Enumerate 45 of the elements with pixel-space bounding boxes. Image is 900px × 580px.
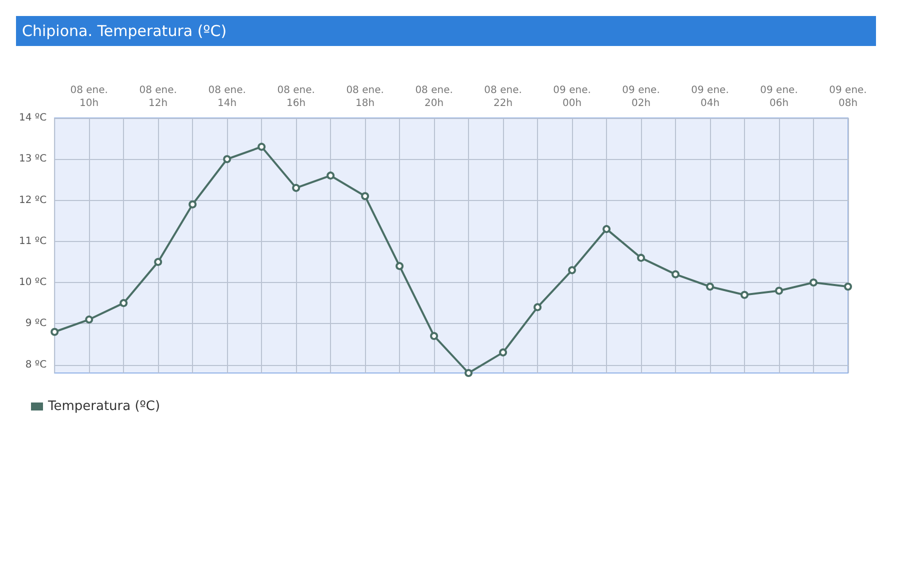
x-tick-label: 09 ene. 08h <box>829 85 867 109</box>
point <box>120 299 128 308</box>
y-tick-label: 8 ºC <box>25 359 47 370</box>
x-tick-label: 08 ene. 10h <box>70 85 108 109</box>
point <box>223 155 232 164</box>
y-tick-label: 14 ºC <box>18 112 47 124</box>
y-tick-label: 9 ºC <box>25 318 47 330</box>
point <box>499 348 508 356</box>
point <box>706 282 714 291</box>
point <box>258 142 266 151</box>
point <box>534 303 542 312</box>
point <box>672 270 680 278</box>
y-tick-label: 12 ºC <box>18 194 47 206</box>
x-tick-label: 08 ene. 18h <box>346 85 384 109</box>
chart-title: Chipiona. Temperatura (ºC) <box>16 16 876 46</box>
x-tick-label: 09 ene. 00h <box>553 85 591 109</box>
point <box>844 282 852 291</box>
point <box>154 258 162 266</box>
x-tick-label: 09 ene. 04h <box>691 85 729 109</box>
point <box>326 172 335 180</box>
x-tick-label: 08 ene. 12h <box>139 85 177 109</box>
y-tick-label: 11 ºC <box>18 236 47 247</box>
point <box>464 369 473 377</box>
point <box>430 332 438 340</box>
point <box>740 290 749 299</box>
x-tick-label: 08 ene. 14h <box>208 85 246 109</box>
point <box>602 225 611 234</box>
point <box>568 266 576 274</box>
point <box>361 192 370 200</box>
point <box>396 262 404 270</box>
point <box>188 200 197 208</box>
point <box>292 184 300 192</box>
x-tick-label: 08 ene. 22h <box>484 85 522 109</box>
y-tick-label: 10 ºC <box>18 277 47 288</box>
x-tick-label: 08 ene. 20h <box>415 85 453 109</box>
point <box>810 278 818 287</box>
x-tick-label: 09 ene. 06h <box>760 85 798 109</box>
point <box>85 316 94 324</box>
point <box>50 328 59 336</box>
x-tick-label: 09 ene. 02h <box>622 85 660 109</box>
x-tick-label: 08 ene. 16h <box>277 85 315 109</box>
point <box>775 286 784 295</box>
point <box>637 254 646 262</box>
y-tick-label: 13 ºC <box>18 154 47 165</box>
legend-label: Temperatura (ºC) <box>47 399 160 414</box>
